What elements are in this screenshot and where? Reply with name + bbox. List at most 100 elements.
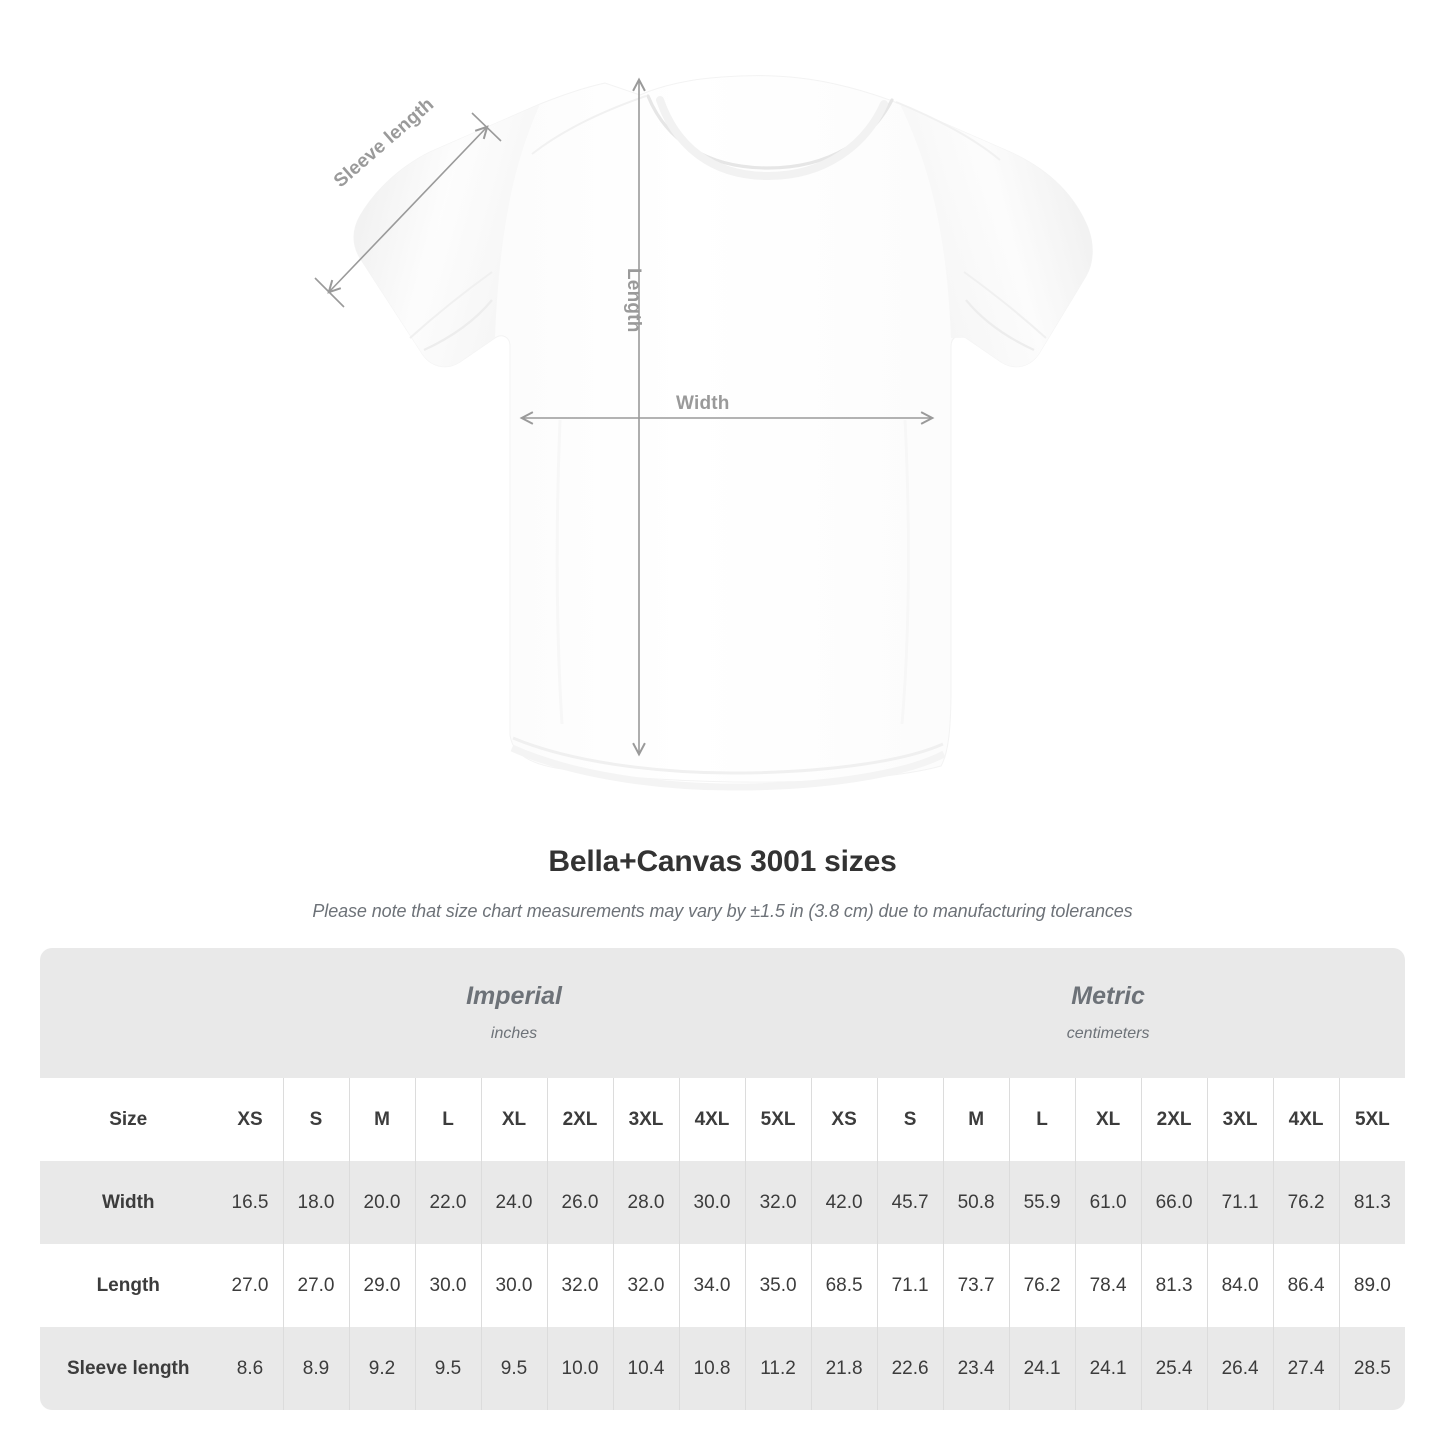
cell-sleeve-length-4xl-in: 10.8	[678, 1327, 745, 1410]
cell-width-4xl-in: 30.0	[678, 1161, 745, 1244]
cell-length-4xl-cm: 86.4	[1272, 1244, 1340, 1327]
garment-diagram: Sleeve length Length Width	[314, 75, 1093, 791]
sleeve-cap-top	[471, 112, 502, 142]
size-column-header-4xl-metric: 4XL	[1272, 1078, 1340, 1161]
size-column-header-xs-metric: XS	[810, 1078, 878, 1161]
row-header-sleeve-length: Sleeve length	[40, 1327, 217, 1410]
size-column-header-s-metric: S	[876, 1078, 944, 1161]
size-column-header-5xl-imperial: 5XL	[744, 1078, 812, 1161]
cell-width-4xl-cm: 76.2	[1272, 1161, 1340, 1244]
cell-sleeve-length-l-cm: 24.1	[1008, 1327, 1076, 1410]
cell-width-m-in: 20.0	[348, 1161, 415, 1244]
cell-width-xs-in: 16.5	[216, 1161, 283, 1244]
cell-width-2xl-in: 26.0	[546, 1161, 613, 1244]
cell-width-xl-in: 24.0	[480, 1161, 547, 1244]
imperial-name: Imperial	[466, 982, 562, 1011]
size-column-header-3xl-imperial: 3XL	[612, 1078, 679, 1161]
cell-length-3xl-in: 32.0	[612, 1244, 679, 1327]
cell-sleeve-length-xs-in: 8.6	[216, 1327, 283, 1410]
size-column-header-2xl-metric: 2XL	[1140, 1078, 1208, 1161]
cell-length-4xl-in: 34.0	[678, 1244, 745, 1327]
cell-length-l-in: 30.0	[414, 1244, 481, 1327]
size-column-header-3xl-metric: 3XL	[1206, 1078, 1274, 1161]
unit-banner-row: Imperial inches Metric centimeters	[40, 948, 1405, 1078]
column-header-row: Size XS S M L XL 2XL 3XL 4XL 5XL XS S M L XL 2XL 3XL 4XL 5…	[40, 1078, 1405, 1161]
cell-width-l-cm: 55.9	[1008, 1161, 1076, 1244]
tshirt-illustration	[314, 75, 1093, 791]
size-column-header-xs-imperial: XS	[216, 1078, 283, 1161]
imperial-sub: inches	[490, 1024, 538, 1042]
sleeve-arrow	[327, 125, 489, 294]
row-header-length: Length	[40, 1244, 217, 1327]
measurement-arrows	[314, 77, 935, 757]
cell-width-s-in: 18.0	[282, 1161, 349, 1244]
length-label: Length	[623, 268, 644, 333]
cell-length-2xl-in: 32.0	[546, 1244, 613, 1327]
cell-sleeve-length-xs-cm: 21.8	[810, 1327, 878, 1410]
cell-sleeve-length-5xl-in: 11.2	[744, 1327, 812, 1410]
cell-length-xl-cm: 78.4	[1074, 1244, 1142, 1327]
size-column-header-xl-metric: XL	[1074, 1078, 1142, 1161]
size-column-header-5xl-metric: 5XL	[1338, 1078, 1405, 1161]
cell-width-l-in: 22.0	[414, 1161, 481, 1244]
cell-width-5xl-cm: 81.3	[1338, 1161, 1405, 1244]
row-header-width: Width	[40, 1161, 217, 1244]
metric-name: Metric	[1071, 982, 1145, 1011]
width-label: Width	[676, 393, 730, 414]
cell-sleeve-length-l-in: 9.5	[414, 1327, 481, 1410]
table-row: Width 16.5 18.0 20.0 22.0 24.0 26.0 28.0 30.0 32.…	[40, 1161, 1405, 1244]
cell-length-xs-in: 27.0	[216, 1244, 283, 1327]
cell-length-m-cm: 73.7	[942, 1244, 1010, 1327]
cell-length-xs-cm: 68.5	[810, 1244, 878, 1327]
cell-width-3xl-cm: 71.1	[1206, 1161, 1274, 1244]
size-column-header-2xl-imperial: 2XL	[546, 1078, 613, 1161]
cell-sleeve-length-xl-in: 9.5	[480, 1327, 547, 1410]
cell-sleeve-length-4xl-cm: 27.4	[1272, 1327, 1340, 1410]
size-column-header-4xl-imperial: 4XL	[678, 1078, 745, 1161]
cell-length-l-cm: 76.2	[1008, 1244, 1076, 1327]
unit-banner-spacer	[40, 948, 217, 1078]
cell-length-s-cm: 71.1	[876, 1244, 944, 1327]
tolerance-note: Please note that size chart measurements…	[312, 901, 1133, 921]
size-column-header-l-imperial: L	[414, 1078, 481, 1161]
cell-width-m-cm: 50.8	[942, 1161, 1010, 1244]
metric-sub: centimeters	[1066, 1024, 1150, 1042]
size-chart-table-container: Imperial inches Metric centimeters Size X…	[40, 948, 1405, 1410]
cell-width-3xl-in: 28.0	[612, 1161, 679, 1244]
cell-sleeve-length-s-in: 8.9	[282, 1327, 349, 1410]
cell-width-5xl-in: 32.0	[744, 1161, 812, 1244]
title-block: Bella+Canvas 3001 sizes Please note that…	[0, 845, 1445, 922]
imperial-banner: Imperial inches	[217, 948, 812, 1078]
cell-length-5xl-cm: 89.0	[1338, 1244, 1405, 1327]
cell-length-m-in: 29.0	[348, 1244, 415, 1327]
cell-length-xl-in: 30.0	[480, 1244, 547, 1327]
cell-length-3xl-cm: 84.0	[1206, 1244, 1274, 1327]
sleeve-cap-bottom	[314, 277, 345, 308]
cell-sleeve-length-xl-cm: 24.1	[1074, 1327, 1142, 1410]
size-column-header-xl-imperial: XL	[480, 1078, 547, 1161]
size-column-header-l-metric: L	[1008, 1078, 1076, 1161]
cell-width-xl-cm: 61.0	[1074, 1161, 1142, 1244]
cell-sleeve-length-s-cm: 22.6	[876, 1327, 944, 1410]
cell-sleeve-length-2xl-in: 10.0	[546, 1327, 613, 1410]
table-row: Length 27.0 27.0 29.0 30.0 30.0 32.0 32.0 34.0 35…	[40, 1244, 1405, 1327]
cell-sleeve-length-3xl-in: 10.4	[612, 1327, 679, 1410]
table-row: Sleeve length 8.6 8.9 9.2 9.5 9.5 10.0 10.4 10.8…	[40, 1327, 1405, 1410]
cell-width-xs-cm: 42.0	[810, 1161, 878, 1244]
cell-sleeve-length-3xl-cm: 26.4	[1206, 1327, 1274, 1410]
size-column-header-m-imperial: M	[348, 1078, 415, 1161]
size-chart-table: Imperial inches Metric centimeters Size X…	[40, 948, 1405, 1410]
cell-sleeve-length-m-in: 9.2	[348, 1327, 415, 1410]
metric-banner: Metric centimeters	[811, 948, 1405, 1078]
cell-length-2xl-cm: 81.3	[1140, 1244, 1208, 1327]
cell-width-s-cm: 45.7	[876, 1161, 944, 1244]
size-column-header-m-metric: M	[942, 1078, 1010, 1161]
cell-length-5xl-in: 35.0	[744, 1244, 812, 1327]
cell-width-2xl-cm: 66.0	[1140, 1161, 1208, 1244]
page-title: Bella+Canvas 3001 sizes	[548, 845, 897, 878]
size-column-header-s-imperial: S	[282, 1078, 349, 1161]
size-header-cell: Size	[40, 1078, 217, 1161]
cell-length-s-in: 27.0	[282, 1244, 349, 1327]
cell-sleeve-length-m-cm: 23.4	[942, 1327, 1010, 1410]
cell-sleeve-length-2xl-cm: 25.4	[1140, 1327, 1208, 1410]
